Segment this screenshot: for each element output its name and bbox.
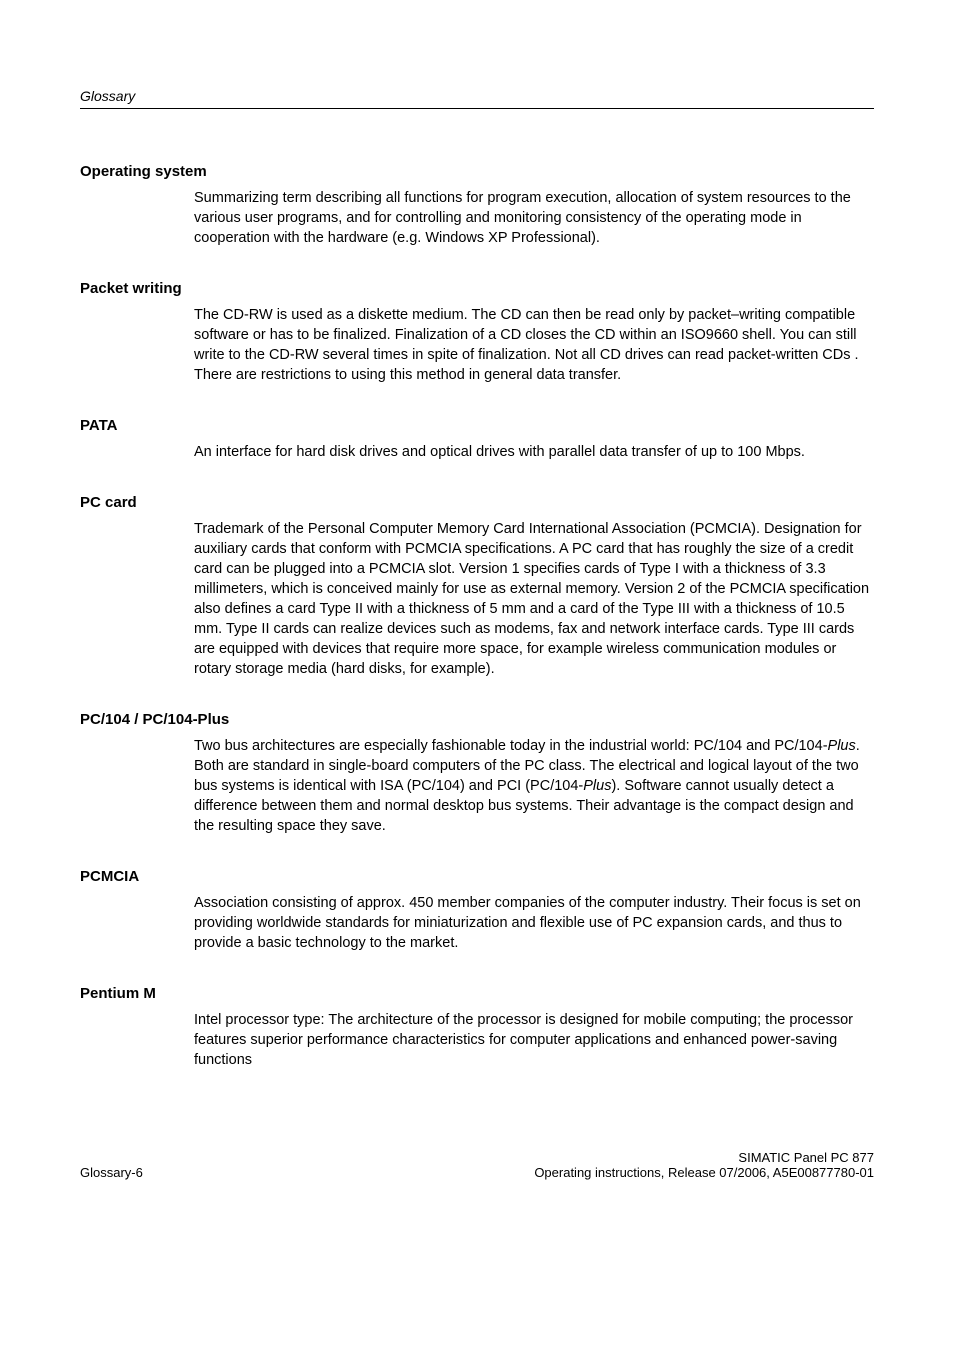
term-body-text: Two bus architectures are especially fas… <box>194 738 828 754</box>
term-body: Summarizing term describing all function… <box>194 188 874 248</box>
term-body-italic: Plus <box>583 778 611 794</box>
header-label: Glossary <box>80 88 135 104</box>
term-heading: Operating system <box>80 163 874 180</box>
term-pc104: PC/104 / PC/104-Plus Two bus architectur… <box>80 711 874 836</box>
footer-right-line2: Operating instructions, Release 07/2006,… <box>534 1165 874 1180</box>
term-heading: PC/104 / PC/104-Plus <box>80 711 874 728</box>
term-body: Association consisting of approx. 450 me… <box>194 893 874 953</box>
term-heading: Pentium M <box>80 985 874 1002</box>
term-body: Two bus architectures are especially fas… <box>194 736 874 836</box>
term-body: Intel processor type: The architecture o… <box>194 1010 874 1070</box>
term-body: The CD-RW is used as a diskette medium. … <box>194 305 874 385</box>
term-pc-card: PC card Trademark of the Personal Comput… <box>80 494 874 679</box>
term-pcmcia: PCMCIA Association consisting of approx.… <box>80 868 874 953</box>
page-header: Glossary <box>80 88 874 109</box>
footer-right-line1: SIMATIC Panel PC 877 <box>534 1150 874 1165</box>
term-packet-writing: Packet writing The CD-RW is used as a di… <box>80 280 874 385</box>
term-operating-system: Operating system Summarizing term descri… <box>80 163 874 248</box>
term-body: An interface for hard disk drives and op… <box>194 442 874 462</box>
term-body-italic: Plus <box>828 738 856 754</box>
term-heading: PATA <box>80 417 874 434</box>
term-heading: PC card <box>80 494 874 511</box>
page-footer: Glossary-6 SIMATIC Panel PC 877 Operatin… <box>80 1150 874 1180</box>
term-pata: PATA An interface for hard disk drives a… <box>80 417 874 462</box>
footer-left: Glossary-6 <box>80 1165 143 1180</box>
footer-right: SIMATIC Panel PC 877 Operating instructi… <box>534 1150 874 1180</box>
term-heading: Packet writing <box>80 280 874 297</box>
term-heading: PCMCIA <box>80 868 874 885</box>
term-pentium-m: Pentium M Intel processor type: The arch… <box>80 985 874 1070</box>
term-body: Trademark of the Personal Computer Memor… <box>194 519 874 679</box>
